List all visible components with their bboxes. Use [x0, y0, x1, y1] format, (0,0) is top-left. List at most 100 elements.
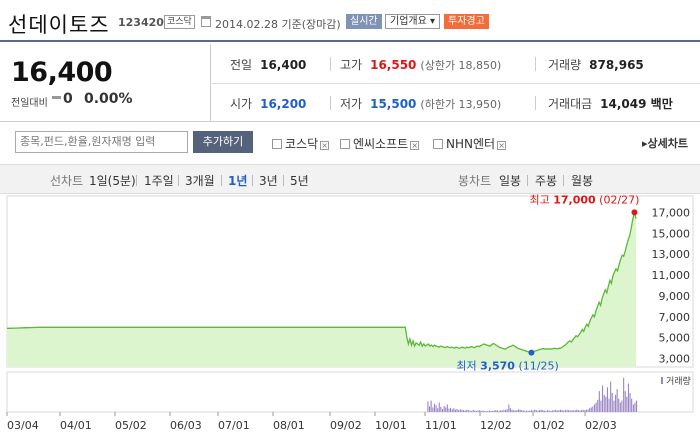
volume-bar: [530, 410, 532, 412]
volume-bar: [547, 410, 549, 412]
tab-monthly[interactable]: 월봉: [571, 174, 594, 188]
tab-3year[interactable]: 3년: [259, 174, 278, 188]
volume-bar: [446, 404, 448, 412]
volume-bar: [560, 409, 562, 412]
volume-bar: [589, 408, 591, 412]
volume-bar: [561, 410, 563, 412]
volume-bar: [629, 393, 631, 412]
tab-weekly[interactable]: 주봉: [535, 174, 558, 188]
volume-bar: [532, 410, 534, 412]
price-chart: 17,000 15,000 13,000 11,000 9,000 7,000 5,000 3…: [0, 193, 700, 442]
checkbox[interactable]: [340, 139, 350, 149]
candle-chart-label: 봉차트: [458, 174, 492, 188]
volume-bar: [474, 410, 476, 412]
volume-bar: [527, 410, 529, 412]
volume-bar: [576, 409, 578, 412]
volume: 거래량 878,965: [548, 56, 644, 73]
volume-bar: [626, 396, 628, 412]
compare-item-label: 코스닥: [285, 137, 319, 151]
volume-bar: [448, 408, 450, 412]
add-compare-button[interactable]: 추가하기: [193, 131, 253, 153]
x-tick-label: 11/01: [425, 419, 457, 432]
flat-icon: [52, 96, 61, 99]
volume-bar: [616, 389, 618, 412]
tab-5year[interactable]: 5년: [290, 174, 309, 188]
checkbox[interactable]: [272, 139, 282, 149]
x-tick-label: 07/01: [218, 419, 250, 432]
divider: [330, 57, 331, 71]
amount-label: 거래대금: [548, 97, 593, 111]
detail-chart-link[interactable]: ▸상세차트: [642, 137, 689, 150]
volume-bar: [615, 394, 617, 412]
compare-item-ncsoft[interactable]: 엔씨소프트 ×: [340, 135, 420, 152]
volume-bar: [456, 409, 458, 412]
remove-icon[interactable]: ×: [410, 141, 420, 150]
high-price: 고가 16,550 (상한가 18,850): [340, 56, 501, 73]
open-price: 시가 16,200: [230, 95, 306, 112]
volume-bar: [571, 410, 573, 412]
max-marker: [631, 209, 638, 216]
price-chart-svg: 17,000 15,000 13,000 11,000 9,000 7,000 5,000 3…: [6, 193, 694, 432]
tab-1day[interactable]: 1일(5분): [89, 174, 136, 188]
compare-search-input[interactable]: 종목,펀드,환율,원자재명 입력: [15, 131, 188, 153]
volume-bar: [479, 410, 481, 412]
volume-bar: [558, 410, 560, 412]
y-tick-label: 7,000: [659, 311, 691, 324]
volume-bar: [623, 377, 625, 412]
change-number: 0: [63, 91, 73, 107]
volume-bar: [539, 410, 541, 412]
company-overview-button[interactable]: 기업개요 ▾: [385, 14, 440, 29]
checkbox[interactable]: [433, 139, 443, 149]
volume-bar: [451, 409, 453, 412]
remove-icon[interactable]: ×: [497, 141, 507, 150]
y-tick-label: 13,000: [652, 248, 691, 261]
tab-1year[interactable]: 1년: [228, 174, 248, 188]
prev-close-value: 16,400: [260, 58, 307, 72]
investment-warning-badge[interactable]: 투자경고: [444, 14, 489, 29]
volume-bar: [564, 410, 566, 412]
volume-bar: [464, 410, 466, 412]
divider: [535, 57, 536, 71]
volume-bar: [632, 404, 634, 412]
volume-bar: [577, 410, 579, 412]
y-tick-label: 15,000: [652, 227, 691, 240]
x-tick-label: 02/03: [585, 419, 617, 432]
volume-bar: [445, 407, 447, 412]
y-tick-label: 11,000: [652, 269, 691, 282]
tab-daily[interactable]: 일봉: [499, 174, 522, 188]
volume-bar: [585, 409, 587, 412]
low-label: 저가: [340, 97, 363, 111]
volume-bar: [432, 407, 434, 412]
volume-bar: [475, 410, 477, 412]
max-label: 최고 17,000 (02/27): [529, 194, 639, 206]
volume-bar: [590, 407, 592, 412]
tab-1week[interactable]: 1주일: [144, 174, 174, 188]
volume-bar: [466, 409, 468, 412]
volume-bar: [522, 410, 524, 412]
volume-bar: [453, 408, 455, 412]
volume-bar: [443, 405, 445, 412]
realtime-button[interactable]: 실시간: [346, 14, 382, 29]
volume-bar: [469, 410, 471, 412]
volume-bar: [548, 410, 550, 412]
volume-bar: [610, 381, 612, 412]
volume-bar: [545, 410, 547, 412]
volume-bar: [492, 410, 494, 412]
volume-bar: [463, 410, 465, 412]
divider: [178, 175, 179, 186]
y-tick-label: 5,000: [659, 332, 691, 345]
volume-bar: [592, 406, 594, 412]
tab-3month[interactable]: 3개월: [185, 174, 215, 188]
volume-bar: [636, 400, 638, 412]
volume-bar: [526, 410, 528, 412]
volume-bar: [581, 410, 583, 412]
remove-icon[interactable]: ×: [320, 141, 330, 150]
compare-item-nhn[interactable]: NHN엔터 ×: [433, 135, 507, 152]
trade-amount: 거래대금 14,049 백만: [548, 95, 673, 112]
volume-bar: [587, 409, 589, 412]
volume-bar: [563, 410, 565, 412]
volume-bar: [584, 410, 586, 412]
volume-bar: [433, 403, 435, 412]
compare-item-kosdaq[interactable]: 코스닥 ×: [272, 135, 330, 152]
volume-bar: [505, 410, 507, 412]
